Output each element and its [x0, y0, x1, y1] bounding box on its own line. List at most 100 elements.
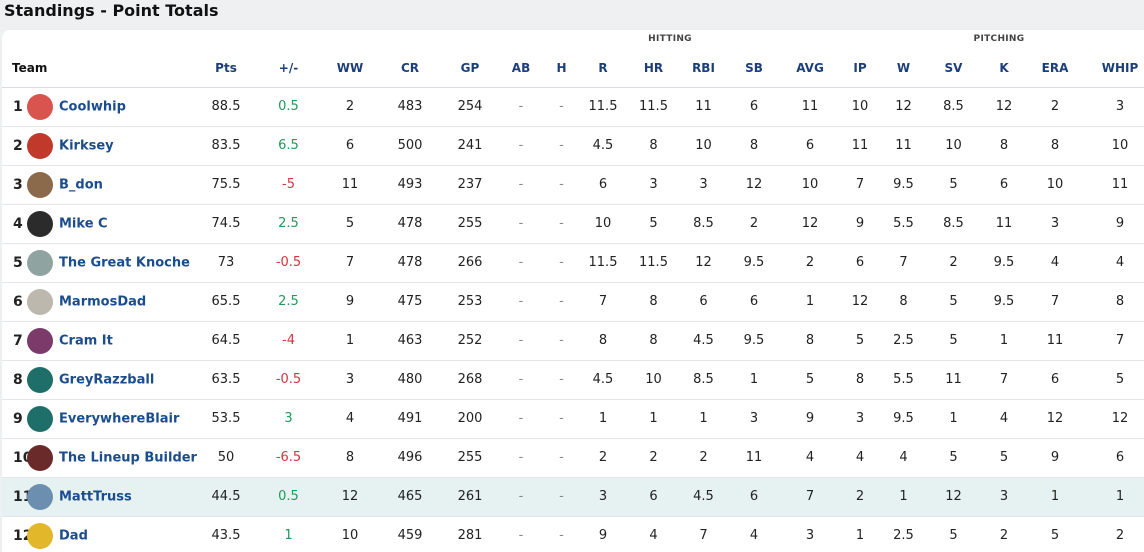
r-cell: 9	[574, 516, 632, 552]
avg-cell: 3	[776, 516, 844, 552]
gp-cell: 268	[447, 360, 493, 400]
col-header-sb[interactable]: SB	[732, 50, 776, 88]
w-cell: 1	[876, 477, 931, 517]
diff-cell: 0.5	[250, 477, 327, 517]
pts-cell: 75.5	[202, 165, 250, 205]
table-row: 6 MarmosDad 65.5 2.5 9 475 253- -7 8 6 6 1 12 8 5 9.5 7 8	[2, 282, 1144, 322]
avg-cell: 11	[776, 87, 844, 127]
h-cell: -	[549, 360, 574, 400]
team-name-link[interactable]: EverywhereBlair	[59, 411, 180, 426]
r-cell: 4.5	[574, 360, 632, 400]
col-header-diff[interactable]: +/-	[250, 50, 327, 88]
ip-cell: 12	[844, 282, 876, 322]
col-header-k[interactable]: K	[976, 50, 1032, 88]
whip-cell: 6	[1078, 438, 1144, 478]
whip-cell: 9	[1078, 204, 1144, 244]
team-name-link[interactable]: Coolwhip	[59, 99, 126, 114]
diff-cell: -0.5	[250, 243, 327, 283]
rank-cell: 2	[2, 126, 27, 166]
diff-cell: 1	[250, 516, 327, 552]
sv-cell: 5	[931, 438, 976, 478]
team-name-link[interactable]: The Lineup Builder	[59, 450, 197, 465]
col-header-w[interactable]: W	[876, 50, 931, 88]
rank-cell: 7	[2, 321, 27, 361]
ip-cell: 7	[844, 165, 876, 205]
sv-cell: 5	[931, 165, 976, 205]
pts-cell: 83.5	[202, 126, 250, 166]
h-cell: -	[549, 477, 574, 517]
dog-icon	[27, 288, 53, 315]
col-header-avg[interactable]: AVG	[776, 50, 844, 88]
k-cell: 12	[976, 87, 1032, 127]
col-header-team[interactable]: Team	[2, 50, 202, 88]
col-header-whip[interactable]: WHIP	[1078, 50, 1144, 88]
whip-cell: 7	[1078, 321, 1144, 361]
diff-cell: -4	[250, 321, 327, 361]
ip-cell: 1	[844, 516, 876, 552]
team-cell: EverywhereBlair	[27, 399, 202, 439]
rank-cell: 5	[2, 243, 27, 283]
col-header-h[interactable]: H	[549, 50, 574, 88]
w-cell: 12	[876, 87, 931, 127]
team-cell: Kirksey	[27, 126, 202, 166]
r-cell: 11.5	[574, 87, 632, 127]
gp-cell: 200	[447, 399, 493, 439]
table-row: 12 Dad 43.5 1 10 459 281- -9 4 7 4 3 1 2.5 5 2 5 2	[2, 516, 1144, 552]
rbi-cell: 10	[675, 126, 732, 166]
cr-cell: 478	[373, 204, 447, 244]
team-name-link[interactable]: Cram It	[59, 333, 113, 348]
whip-cell: 1	[1078, 477, 1144, 517]
h-cell: -	[549, 516, 574, 552]
col-header-ab[interactable]: AB	[493, 50, 549, 88]
sv-cell: 11	[931, 360, 976, 400]
cr-cell: 491	[373, 399, 447, 439]
team-cell: Mike C	[27, 204, 202, 244]
col-header-gp[interactable]: GP	[447, 50, 493, 88]
sb-cell: 6	[732, 87, 776, 127]
r-cell: 11.5	[574, 243, 632, 283]
team-name-link[interactable]: GreyRazzball	[59, 372, 155, 387]
pts-cell: 53.5	[202, 399, 250, 439]
col-header-rbi[interactable]: RBI	[675, 50, 732, 88]
table-row: 7 Cram It 64.5 -4 1 463 252- -8 8 4.5 9.5 8 5 2.5 5 1 11…	[2, 321, 1144, 361]
col-header-cr[interactable]: CR	[373, 50, 447, 88]
team-name-link[interactable]: MattTruss	[59, 489, 132, 504]
col-header-era[interactable]: ERA	[1032, 50, 1078, 88]
h-cell: -	[549, 204, 574, 244]
rbi-cell: 2	[675, 438, 732, 478]
team-name-link[interactable]: Dad	[59, 528, 88, 543]
col-header-ip[interactable]: IP	[844, 50, 876, 88]
team-name-link[interactable]: MarmosDad	[59, 294, 147, 309]
sb-cell: 6	[732, 282, 776, 322]
col-header-sv[interactable]: SV	[931, 50, 976, 88]
col-header-ww[interactable]: WW	[327, 50, 373, 88]
pts-cell: 74.5	[202, 204, 250, 244]
team-name-link[interactable]: B_don	[59, 177, 103, 192]
k-cell: 3	[976, 477, 1032, 517]
team-name-link[interactable]: The Great Knoche	[59, 255, 190, 270]
r-cell: 10	[574, 204, 632, 244]
team-name-link[interactable]: Kirksey	[59, 138, 114, 153]
k-cell: 11	[976, 204, 1032, 244]
col-header-hr[interactable]: HR	[632, 50, 675, 88]
w-cell: 9.5	[876, 165, 931, 205]
k-cell: 9.5	[976, 282, 1032, 322]
rbi-cell: 11	[675, 87, 732, 127]
sb-cell: 3	[732, 399, 776, 439]
w-cell: 2.5	[876, 516, 931, 552]
team-cell: MarmosDad	[27, 282, 202, 322]
ab-cell: -	[493, 282, 549, 322]
h-cell: -	[549, 165, 574, 205]
ab-cell: -	[493, 438, 549, 478]
hr-cell: 11.5	[632, 243, 675, 283]
col-header-r[interactable]: R	[574, 50, 632, 88]
col-header-pts[interactable]: Pts	[202, 50, 250, 88]
era-cell: 10	[1032, 165, 1078, 205]
era-cell: 4	[1032, 243, 1078, 283]
hr-cell: 4	[632, 516, 675, 552]
team-name-link[interactable]: Mike C	[59, 216, 108, 231]
whip-cell: 5	[1078, 360, 1144, 400]
k-cell: 9.5	[976, 243, 1032, 283]
r-cell: 6	[574, 165, 632, 205]
landscape-icon	[27, 249, 53, 276]
